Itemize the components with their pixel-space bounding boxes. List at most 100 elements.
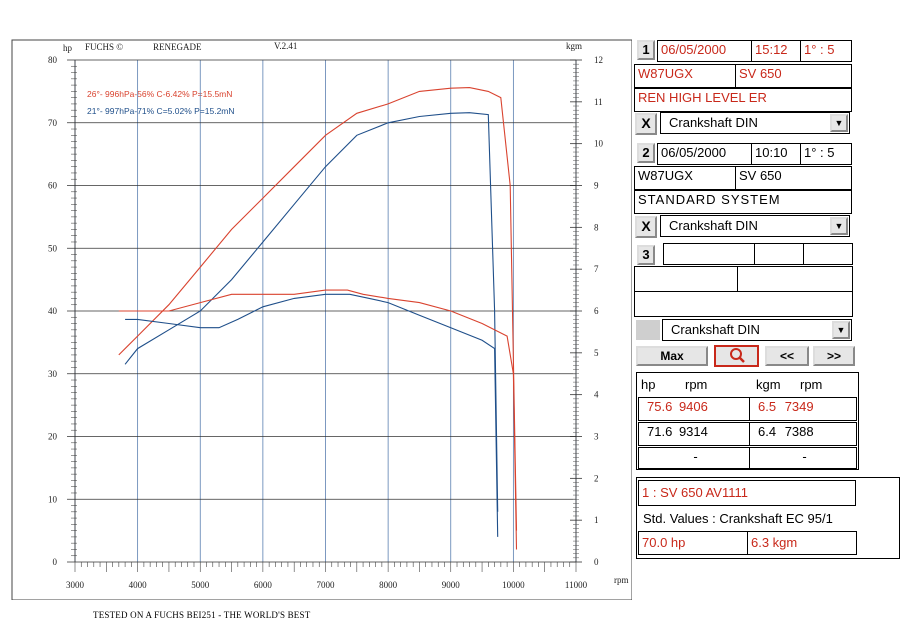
peak2-hp: 71.6	[647, 424, 673, 439]
peak-row2-right: 6.4 7388	[749, 422, 857, 446]
run3-remove-slot	[636, 320, 660, 340]
run3-mode-value: Crankshaft DIN	[671, 322, 760, 337]
y-tick-label: 30	[48, 369, 58, 379]
next-button[interactable]: >>	[813, 346, 855, 366]
y2-tick-label: 0	[594, 557, 599, 567]
run1-remove-button[interactable]: X	[635, 113, 657, 135]
run1-config: REN HIGH LEVEL ER	[634, 88, 852, 112]
x-unit-label: rpm	[614, 575, 629, 585]
peak3-hp: -	[638, 447, 750, 469]
x-tick-label: 4000	[129, 580, 148, 590]
y-tick-label: 20	[48, 432, 58, 442]
run1-mode-select[interactable]: Crankshaft DIN ▼	[660, 112, 850, 134]
run3-ratio	[803, 243, 853, 265]
run1-time: 15:12	[751, 40, 801, 62]
peak3-kgm: -	[749, 447, 857, 469]
chart-frame	[11, 39, 632, 600]
run2-config: STANDARD SYSTEM	[634, 190, 852, 214]
max-button[interactable]: Max	[636, 346, 708, 366]
model-label: RENEGADE	[153, 42, 202, 52]
prev-button[interactable]: <<	[765, 346, 809, 366]
y-tick-label: 40	[48, 306, 58, 316]
run3-date	[663, 243, 755, 265]
run2-date: 06/05/2000	[657, 143, 752, 165]
run3-time	[754, 243, 804, 265]
x-tick-label: 9000	[442, 580, 461, 590]
version-label: V.2.41	[274, 41, 297, 51]
y-tick-label: 70	[48, 118, 58, 128]
chart-svg: hp FUCHS © RENEGADE V.2.41 kgm rpm 26°- …	[11, 39, 632, 600]
run1-bike: SV 650	[735, 64, 852, 88]
std-hp: 70.0 hp	[638, 531, 748, 555]
y2-tick-label: 4	[594, 390, 599, 400]
y-tick-label: 60	[48, 181, 58, 191]
peak-header-rpm: rpm	[685, 377, 708, 392]
peak2-kgm: 6.4	[758, 424, 777, 439]
peak-header-hp: hp	[641, 377, 656, 392]
std-kgm: 6.3 kgm	[747, 531, 857, 555]
x-tick-label: 7000	[317, 580, 336, 590]
dyno-chart: hp FUCHS © RENEGADE V.2.41 kgm rpm 26°- …	[11, 39, 632, 600]
x-tick-label: 3000	[66, 580, 85, 590]
y2-tick-label: 6	[594, 306, 599, 316]
chevron-down-icon[interactable]: ▼	[830, 114, 848, 132]
legend-run2: 21°- 997hPa-71% C=5.02% P=15.2mN	[87, 106, 235, 116]
peak1-kgm-rpm: 7349	[784, 399, 814, 414]
y2-tick-label: 12	[594, 55, 603, 65]
x-tick-label: 5000	[191, 580, 210, 590]
chevron-down-icon[interactable]: ▼	[832, 321, 850, 339]
run1-select-button[interactable]: 1	[637, 40, 655, 60]
x-tick-label: 10000	[502, 580, 525, 590]
std-title: 1 : SV 650 AV1111	[638, 480, 856, 506]
peak2-kgm-rpm: 7388	[784, 424, 814, 439]
peak-row1-left: 75.6 9406	[638, 397, 750, 421]
x-tick-label: 8000	[379, 580, 398, 590]
run1-ratio: 1° : 5	[800, 40, 852, 62]
y2-tick-label: 1	[594, 515, 599, 525]
x-tick-label: 11000	[565, 580, 588, 590]
y-tick-label: 50	[48, 243, 58, 253]
series-line-3	[118, 289, 518, 550]
y2-tick-label: 10	[594, 139, 604, 149]
run1-mode-value: Crankshaft DIN	[669, 115, 758, 130]
peak1-hp-rpm: 9406	[678, 399, 708, 414]
run3-bike	[737, 266, 853, 292]
magnifier-icon	[729, 348, 745, 363]
run1-date: 06/05/2000	[657, 40, 752, 62]
y2-tick-label: 3	[594, 432, 599, 442]
chevron-down-icon[interactable]: ▼	[830, 217, 848, 235]
series-line-4	[125, 293, 499, 537]
brand-label: FUCHS ©	[85, 42, 123, 52]
series-line-1	[118, 87, 518, 531]
y-right-unit: kgm	[566, 41, 582, 51]
y2-tick-label: 5	[594, 348, 599, 358]
peak2-hp-rpm: 9314	[678, 424, 708, 439]
run2-select-button[interactable]: 2	[637, 143, 655, 163]
run2-mode-value: Crankshaft DIN	[669, 218, 758, 233]
std-label: Std. Values : Crankshaft EC 95/1	[643, 511, 833, 526]
run2-ratio: 1° : 5	[800, 143, 852, 165]
y2-tick-label: 7	[594, 264, 599, 274]
peak-row1-right: 6.5 7349	[749, 397, 857, 421]
y-tick-label: 0	[53, 557, 58, 567]
run3-select-button[interactable]: 3	[637, 245, 655, 265]
y-tick-label: 80	[48, 55, 58, 65]
run3-mode-select[interactable]: Crankshaft DIN ▼	[662, 319, 852, 341]
run2-remove-button[interactable]: X	[635, 216, 657, 238]
run3-registration	[634, 266, 738, 292]
peak1-hp: 75.6	[647, 399, 673, 414]
run2-bike: SV 650	[735, 166, 852, 190]
run1-registration: W87UGX	[634, 64, 736, 88]
y-tick-label: 10	[48, 494, 58, 504]
x-tick-label: 6000	[254, 580, 273, 590]
peak-row2-left: 71.6 9314	[638, 422, 750, 446]
peak-header-rpm2: rpm	[800, 377, 823, 392]
y2-tick-label: 11	[594, 97, 603, 107]
zoom-button[interactable]	[714, 345, 759, 367]
footer-tagline: TESTED ON A FUCHS BEI251 - THE WORLD'S B…	[93, 610, 311, 620]
run2-mode-select[interactable]: Crankshaft DIN ▼	[660, 215, 850, 237]
y2-tick-label: 9	[594, 181, 599, 191]
series-line-2	[124, 112, 499, 512]
peak-header-kgm: kgm	[756, 377, 781, 392]
run2-registration: W87UGX	[634, 166, 736, 190]
